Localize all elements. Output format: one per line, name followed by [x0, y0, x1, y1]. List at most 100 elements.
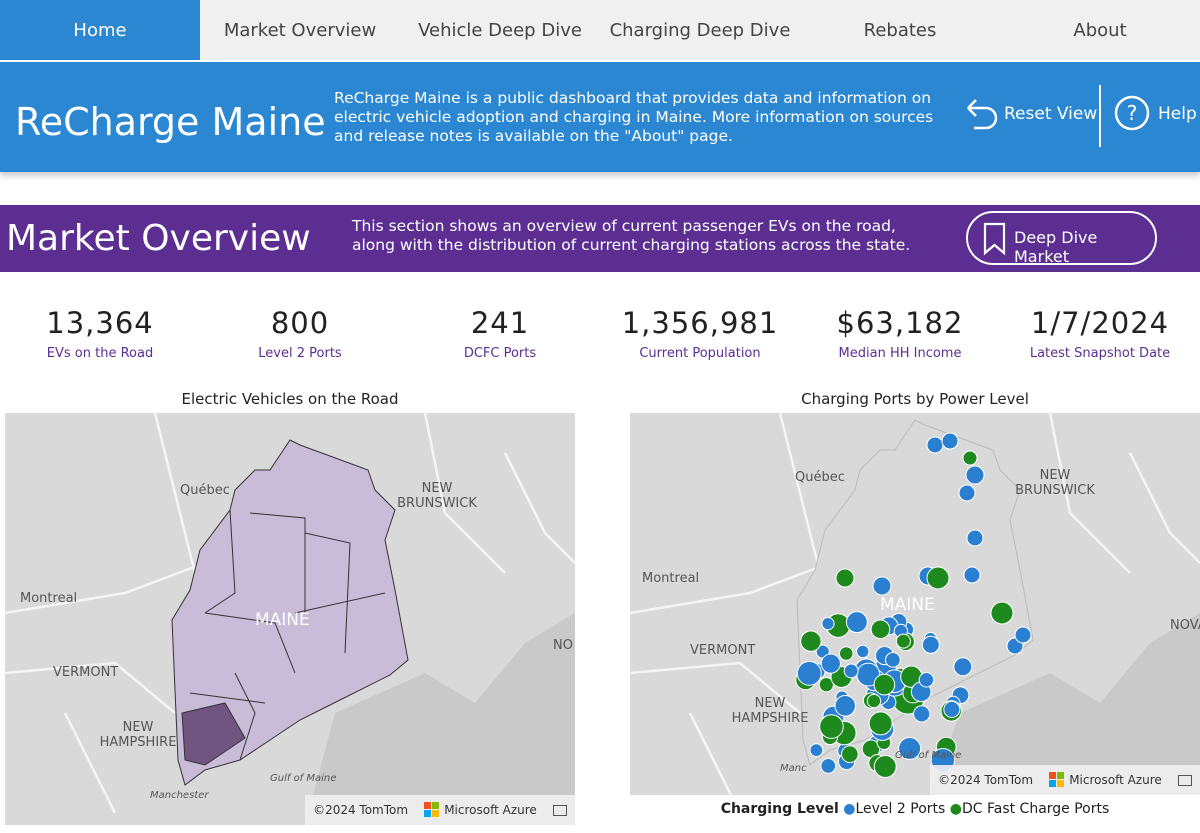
- nav-tab[interactable]: Home: [0, 0, 200, 60]
- ms-logo: [424, 802, 440, 817]
- road: [688, 712, 733, 795]
- kpi-label: Latest Snapshot Date: [1029, 346, 1171, 361]
- map-canvas: [630, 413, 1200, 795]
- logo-square: [432, 810, 440, 817]
- help-icon: ?: [1114, 95, 1150, 131]
- station-dot: [821, 616, 835, 631]
- map-label: NEW BRUNSWICK: [397, 481, 477, 511]
- road: [630, 561, 831, 615]
- logo-square: [432, 802, 440, 809]
- map-label: NEW HAMPSHIRE: [731, 696, 809, 726]
- map-title: Electric Vehicles on the Road: [181, 390, 399, 408]
- nav-tab[interactable]: Vehicle Deep Dive: [418, 19, 582, 41]
- station-dot: [958, 484, 976, 502]
- logo-square: [424, 810, 432, 817]
- station-dot: [926, 436, 944, 454]
- station-dot: [943, 700, 961, 718]
- station-dot: [913, 705, 931, 723]
- station-dot: [800, 630, 822, 652]
- map-label: NEW HAMPSHIRE: [99, 720, 177, 750]
- county-line: [189, 692, 266, 704]
- reset-view-button[interactable]: Reset View: [1004, 104, 1098, 124]
- section-description: This section shows an overview of curren…: [352, 217, 911, 254]
- station-dot: [796, 660, 822, 686]
- map-label: Montreal: [20, 591, 78, 606]
- station-dot: [819, 714, 844, 739]
- kpi-value: 13,364: [46, 306, 154, 340]
- kpi-label: Level 2 Ports: [258, 346, 342, 361]
- feedback-icon[interactable]: [552, 804, 567, 816]
- station-dot: [873, 673, 896, 696]
- map-label: Québec: [795, 470, 845, 485]
- station-dot: [872, 576, 892, 596]
- station-dot: [962, 450, 978, 466]
- station-dot: [840, 745, 859, 764]
- kpi-label: Median HH Income: [838, 346, 962, 361]
- ms-logo: [1049, 772, 1065, 787]
- county-line: [304, 532, 351, 654]
- logo-square: [1057, 780, 1065, 787]
- station-dot: [835, 568, 855, 588]
- feedback-icon[interactable]: [1177, 774, 1192, 786]
- section-title: Market Overview: [6, 218, 311, 259]
- logo-square: [1049, 780, 1057, 787]
- app-description: ReCharge Maine is a public dashboard tha…: [334, 89, 934, 145]
- legend-item: Level 2 Ports: [855, 801, 946, 817]
- map-label: NOVA: [1170, 618, 1200, 633]
- station-dot: [834, 695, 856, 717]
- kpi-value: $63,182: [836, 306, 964, 340]
- road: [63, 712, 117, 814]
- legend-swatch: ●: [949, 801, 962, 817]
- map-label: MAINE: [880, 595, 935, 615]
- station-dot: [966, 529, 984, 547]
- map-title: Charging Ports by Power Level: [801, 390, 1029, 408]
- nav-tab[interactable]: About: [1073, 19, 1127, 41]
- attribution: ©2024 TomTom: [313, 803, 409, 817]
- kpi-label: EVs on the Road: [46, 346, 154, 361]
- reset-icon: [967, 99, 998, 130]
- station-dot: [820, 757, 837, 774]
- map-label: MAINE: [255, 610, 310, 630]
- county-line: [249, 512, 306, 613]
- station-dot: [963, 566, 981, 584]
- station-dot: [918, 672, 935, 688]
- legend: Charging Level ●Level 2 Ports ●DC Fast C…: [630, 801, 1200, 817]
- station-dot: [921, 635, 940, 654]
- road: [1128, 452, 1200, 564]
- nav-tab[interactable]: Rebates: [863, 19, 937, 41]
- nav-tab[interactable]: Market Overview: [223, 19, 377, 41]
- station-dot: [866, 693, 882, 709]
- map-canvas: [5, 413, 575, 825]
- station-dot: [965, 465, 985, 485]
- station-dot: [941, 432, 959, 450]
- divider: [1099, 85, 1101, 147]
- app-title: ReCharge Maine: [15, 100, 326, 144]
- road: [423, 413, 506, 574]
- help-button[interactable]: Help: [1158, 104, 1197, 124]
- station-dot: [926, 566, 950, 590]
- provider-name: Microsoft Azure: [1069, 773, 1162, 787]
- attribution-bar: ©2024 TomTom Microsoft Azure: [305, 795, 575, 825]
- nav-tab[interactable]: Charging Deep Dive: [609, 19, 791, 41]
- legend-title: Charging Level: [720, 801, 839, 817]
- header-band: ReCharge Maine ReCharge Maine is a publi…: [0, 62, 1200, 172]
- deep-dive-label: Deep Dive Market: [1014, 228, 1098, 266]
- kpi-value: 1,356,981: [621, 306, 779, 340]
- section-band: Market Overview This section shows an ov…: [0, 205, 1200, 272]
- water: [930, 613, 1200, 795]
- logo-square: [1049, 772, 1057, 779]
- station-dot: [990, 601, 1014, 625]
- station-dot: [838, 646, 854, 661]
- station-dot: [895, 633, 911, 649]
- road: [5, 561, 206, 615]
- map-label: NO: [553, 638, 573, 653]
- station-dot: [898, 736, 922, 760]
- nav-bar: Home Market Overview Vehicle Deep Dive Char…: [0, 0, 1200, 60]
- map: Québec NEW BRUNSWICK Montreal MAINE VERMONT N…: [5, 413, 575, 825]
- county-line: [204, 509, 236, 614]
- deep-dive-button[interactable]: Deep Dive Market: [966, 211, 1157, 266]
- station-dot: [820, 653, 841, 674]
- station-dot: [868, 711, 893, 736]
- county-line: [234, 672, 256, 761]
